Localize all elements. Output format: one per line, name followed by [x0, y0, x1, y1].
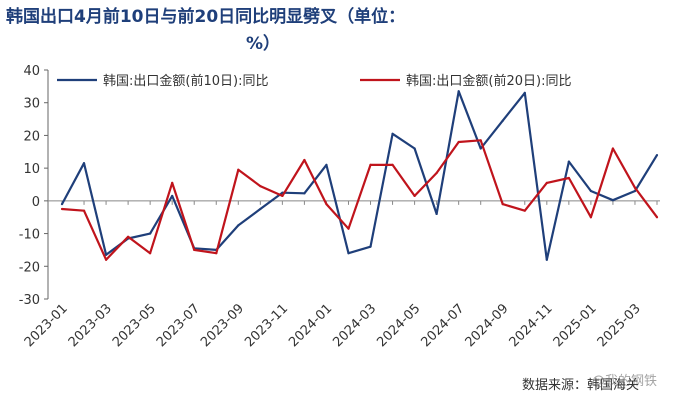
data-point	[567, 176, 570, 180]
chart-axes: -30-20-100102030402023-012023-032023-052…	[19, 64, 660, 350]
data-point	[479, 139, 482, 142]
data-point	[655, 216, 659, 219]
x-tick-label: 2025-03	[595, 301, 644, 350]
data-point	[413, 194, 416, 198]
data-point	[347, 252, 350, 255]
x-tick-label: 2025-01	[551, 301, 600, 350]
x-tick-label: 2024-07	[418, 301, 467, 350]
data-point	[259, 207, 262, 211]
x-tick-label: 2023-05	[110, 301, 159, 350]
y-tick-label: -10	[19, 228, 40, 243]
series-1	[60, 90, 659, 261]
chart-legend: 韩国:出口金额(前10日):同比 韩国:出口金额(前20日):同比	[57, 73, 571, 89]
x-tick-label: 2023-07	[154, 301, 203, 350]
data-point	[237, 168, 240, 171]
source-note: 数据来源：韩国海关	[522, 378, 640, 393]
legend-label: 韩国:出口金额(前10日):同比	[103, 73, 268, 89]
data-point	[325, 203, 328, 206]
data-point	[633, 186, 637, 189]
data-point	[193, 248, 196, 252]
data-point	[611, 199, 615, 202]
x-tick-label: 2024-01	[286, 301, 335, 350]
chart-title-line1: 韩国出口4月前10日与前20日同比明显劈叉（单位：	[6, 7, 406, 27]
x-tick-label: 2024-03	[330, 301, 379, 350]
data-point	[303, 158, 306, 162]
y-tick-label: 30	[23, 97, 40, 112]
data-point	[149, 252, 152, 255]
series-line	[61, 139, 658, 261]
data-point	[303, 192, 306, 195]
x-tick-label: 2023-01	[22, 301, 71, 350]
x-tick-label: 2023-03	[66, 301, 115, 350]
data-point	[435, 212, 438, 216]
data-point	[60, 207, 64, 211]
data-point	[325, 163, 328, 166]
series-line	[61, 90, 658, 261]
data-point	[104, 258, 108, 261]
x-tick-label: 2024-09	[463, 301, 512, 350]
data-point	[171, 194, 174, 198]
data-point	[391, 132, 394, 135]
x-tick-label: 2023-11	[242, 301, 291, 350]
x-tick-label: 2024-05	[374, 301, 423, 350]
data-point	[215, 252, 218, 255]
data-point	[545, 181, 548, 184]
watermark: @我的钢铁	[592, 374, 658, 389]
y-tick-label: 10	[23, 162, 40, 177]
y-tick-label: 40	[23, 64, 40, 79]
data-point	[567, 160, 570, 163]
data-point	[347, 227, 350, 230]
data-point	[391, 163, 394, 166]
y-tick-label: -30	[19, 293, 40, 308]
data-point	[281, 194, 284, 198]
data-point	[633, 189, 637, 193]
data-point	[589, 189, 592, 193]
data-point	[259, 185, 262, 188]
data-point	[149, 232, 152, 235]
legend-label: 韩国:出口金额(前20日):同比	[406, 73, 571, 89]
data-point	[501, 203, 504, 206]
data-point	[60, 203, 64, 206]
data-point	[457, 90, 460, 93]
chart-title: 韩国出口4月前10日与前20日同比明显劈叉（单位： %）	[6, 4, 566, 58]
data-point	[655, 153, 659, 157]
series-2	[60, 139, 659, 261]
data-point	[82, 162, 86, 165]
data-point	[435, 171, 438, 175]
chart-title-line2: %）	[246, 34, 281, 54]
data-point	[501, 119, 504, 122]
data-point	[523, 209, 526, 212]
data-point	[545, 258, 548, 261]
data-point	[369, 245, 372, 248]
data-point	[369, 163, 372, 166]
y-tick-label: -20	[19, 260, 40, 275]
data-point	[413, 147, 416, 150]
y-tick-label: 0	[32, 195, 40, 210]
data-point	[82, 209, 86, 212]
data-point	[589, 216, 592, 219]
x-tick-label: 2023-09	[198, 301, 247, 350]
y-tick-label: 20	[23, 129, 40, 144]
data-point	[104, 253, 108, 256]
data-point	[479, 147, 482, 150]
data-point	[611, 147, 615, 150]
data-point	[457, 140, 460, 144]
data-point	[237, 224, 240, 227]
series-layer	[60, 90, 659, 261]
data-point	[171, 181, 174, 184]
data-point	[127, 235, 130, 238]
data-point	[523, 91, 526, 94]
x-tick-label: 2024-11	[507, 301, 556, 350]
